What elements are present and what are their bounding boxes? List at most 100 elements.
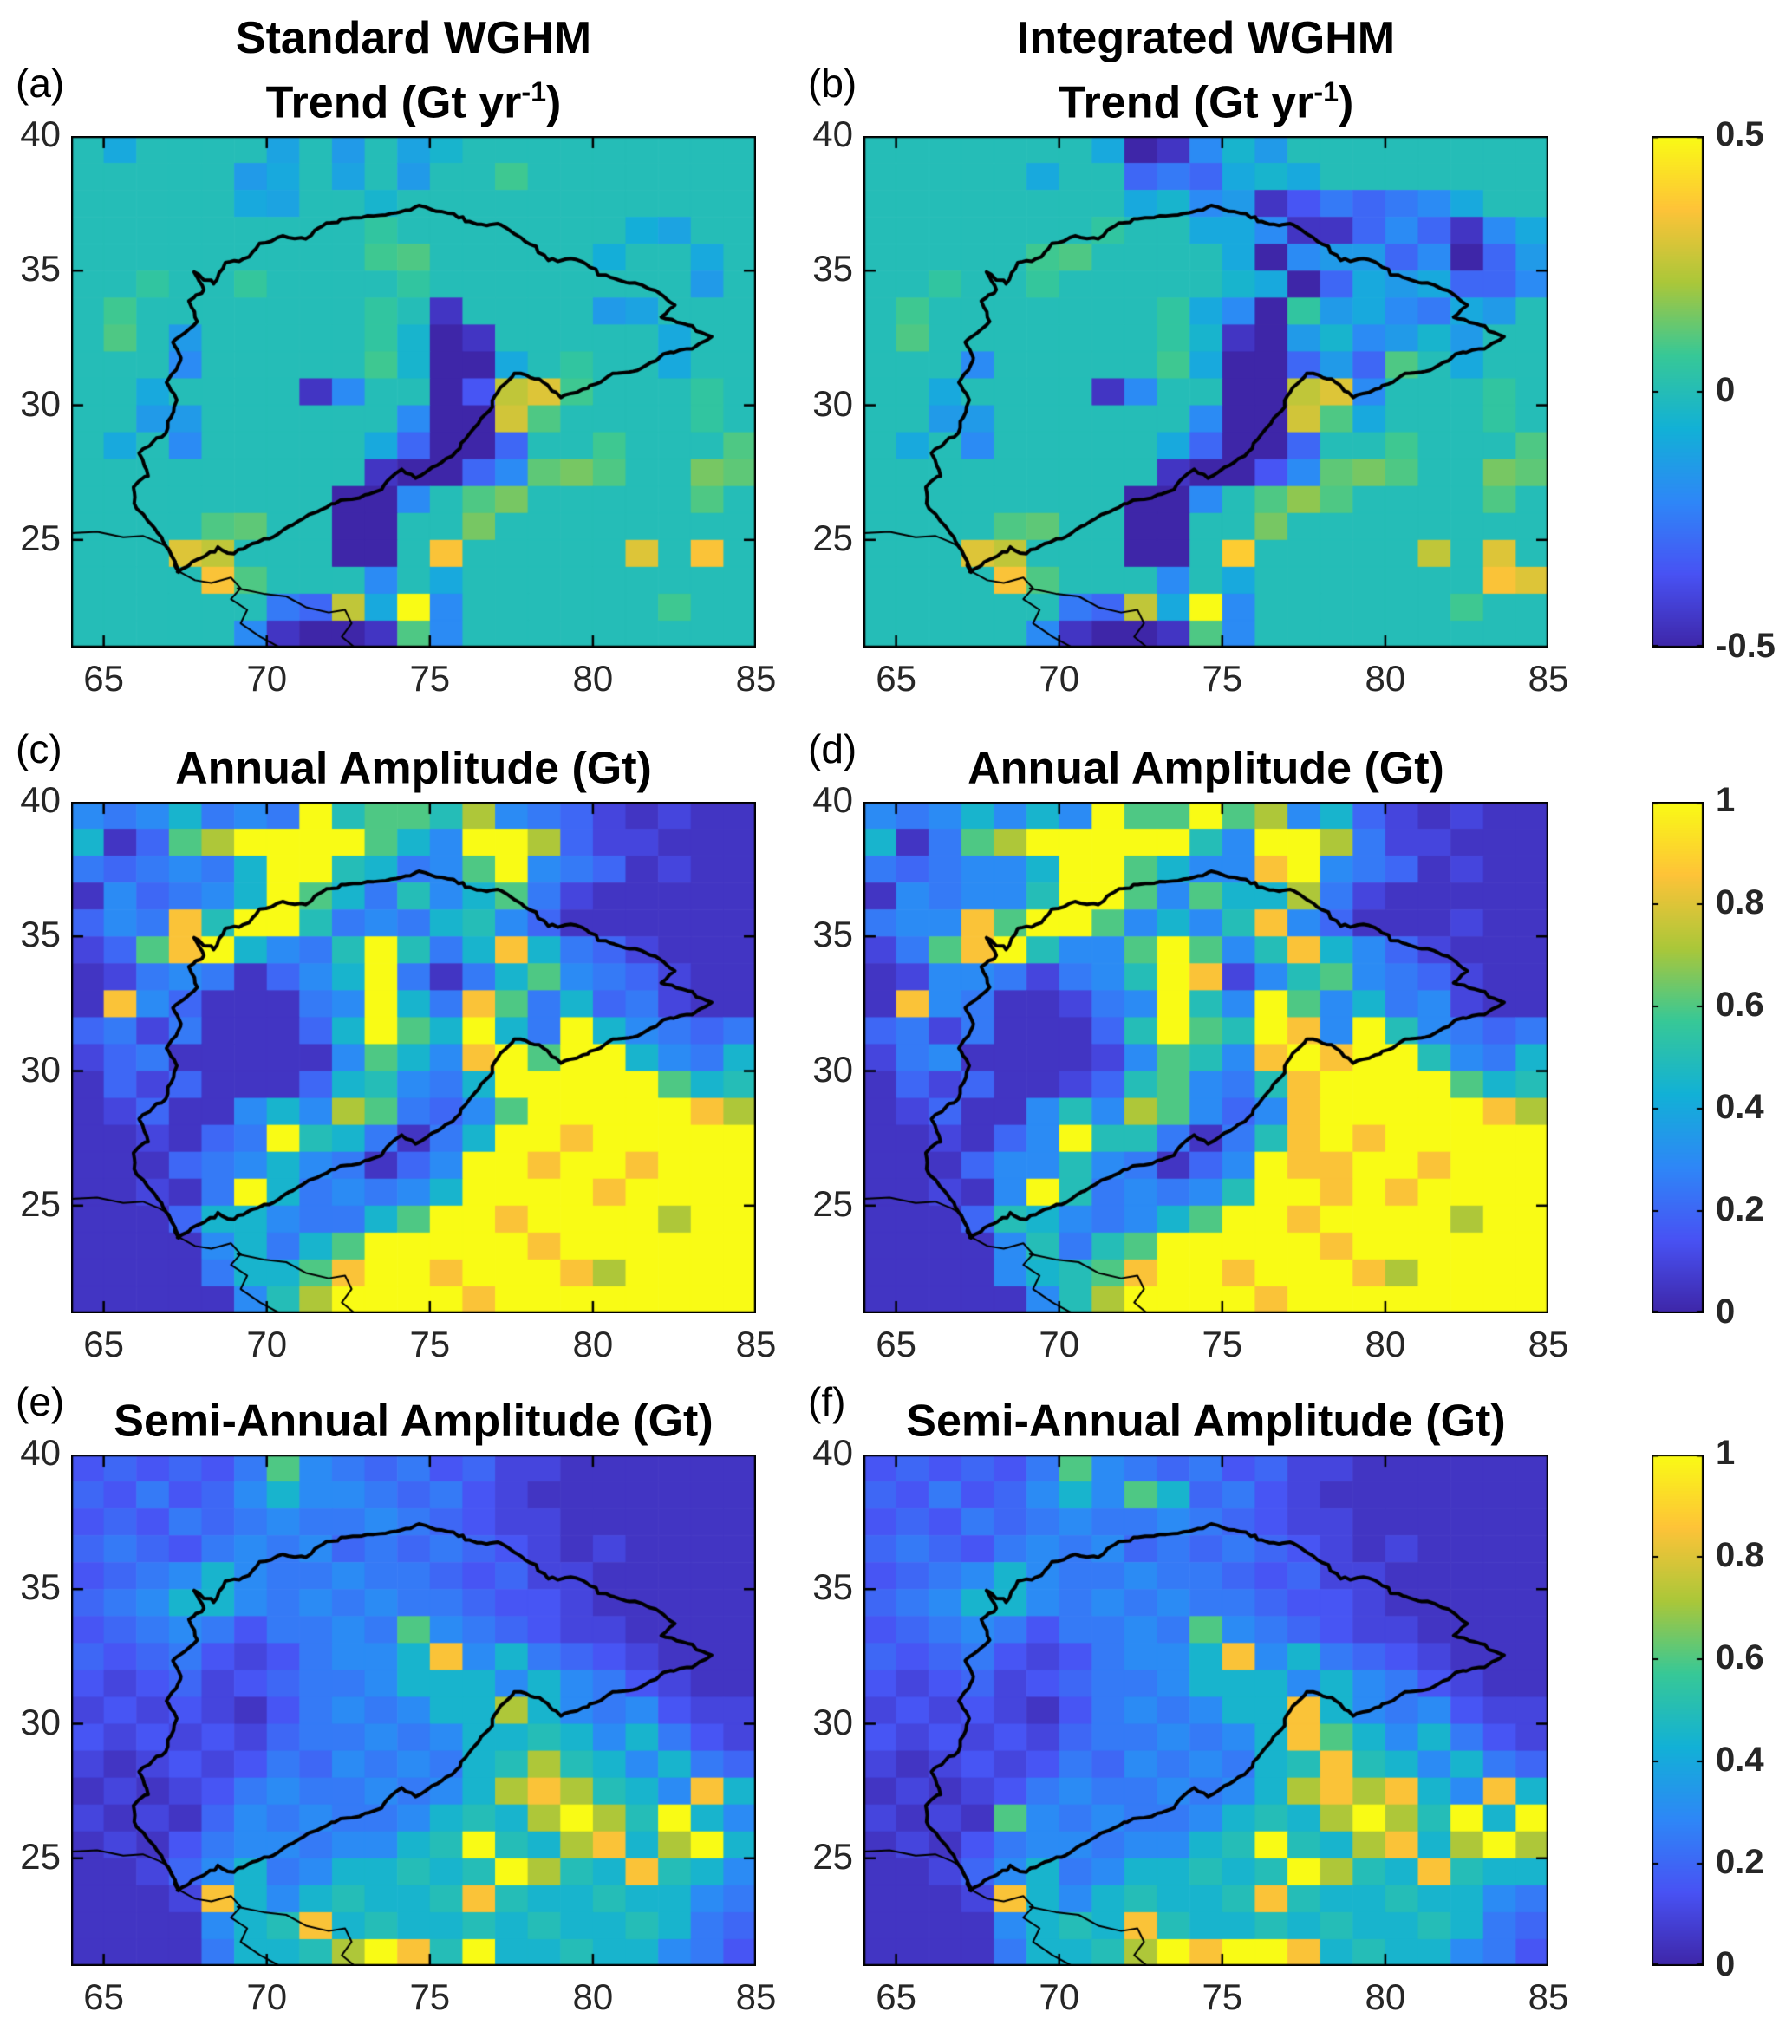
panel-letter-d: (d)	[808, 726, 857, 771]
x-tick-label: 75	[1202, 1324, 1243, 1364]
panel-c-title-model	[19, 677, 808, 731]
colorbar-tick-label: 0.8	[1716, 1536, 1764, 1574]
panel-title-b: Integrated WGHM Trend (Gt yr-1)	[811, 11, 1600, 129]
panel-title-c: Annual Amplitude (Gt)	[19, 677, 808, 795]
panel-c-title-variable: Annual Amplitude (Gt)	[175, 743, 652, 793]
panel-f-title-model	[811, 1330, 1600, 1383]
y-tick-label: 35	[812, 914, 853, 955]
x-tick-label: 80	[572, 658, 614, 699]
x-tick-label: 65	[876, 1324, 916, 1364]
map-canvas-c	[71, 802, 756, 1313]
colorbar-tick-label: -0.5	[1716, 627, 1776, 665]
x-tick-label: 85	[1528, 658, 1569, 699]
y-tick-label: 30	[812, 1048, 853, 1090]
y-tick-label: 25	[812, 1182, 853, 1224]
panel-title-a: Standard WGHM Trend (Gt yr-1)	[19, 11, 808, 129]
y-tick-label: 40	[812, 779, 853, 820]
y-tick-label: 25	[812, 517, 853, 558]
x-tick-label: 75	[1202, 658, 1243, 699]
panel-letter-b: (b)	[808, 61, 857, 106]
x-tick-label: 65	[83, 658, 124, 699]
y-tick-label: 25	[20, 1182, 61, 1224]
panel-c: (c) Annual Amplitude (Gt) 65 70 75 80 85 40 35…	[16, 726, 776, 1364]
x-tick-label: 80	[572, 1324, 614, 1364]
y-tick-label: 40	[20, 779, 61, 820]
colorbar-tick-label: 0.4	[1716, 1741, 1764, 1779]
x-tick-label: 75	[409, 1976, 451, 2017]
colorbar-tick-label: 0	[1716, 1945, 1736, 1983]
panel-title-e: Semi-Annual Amplitude (Gt)	[19, 1330, 808, 1448]
y-tick-label: 40	[812, 114, 853, 154]
y-tick-label: 35	[20, 1566, 61, 1608]
x-tick-label: 80	[572, 1976, 614, 2017]
x-tick-label: 80	[1365, 658, 1406, 699]
superscript: -1	[521, 75, 547, 107]
x-tick-label: 75	[1202, 1976, 1243, 2017]
panel-e-title-model	[19, 1330, 808, 1383]
y-tick-label: 25	[20, 1835, 61, 1877]
colorbar-canvas-trend	[1652, 136, 1704, 648]
colorbar-tick-label: 0.8	[1716, 883, 1764, 921]
x-tick-label: 65	[83, 1324, 124, 1364]
colorbar-annual-amplitude: 1 0.8 0.6 0.4 0.2 0	[1652, 781, 1764, 1331]
y-tick-label: 30	[20, 1701, 61, 1742]
x-tick-label: 85	[735, 658, 777, 699]
x-tick-label: 70	[1039, 1976, 1080, 2017]
x-tick-label: 70	[1039, 658, 1080, 699]
y-tick-label: 30	[812, 382, 853, 424]
colorbar-tick-label: 0	[1716, 1292, 1736, 1331]
panel-a: (a) Standard WGHM Trend (Gt yr-1) 65 70 75…	[16, 13, 776, 699]
y-tick-label: 40	[20, 1432, 61, 1473]
colorbar-tick-label: 1	[1716, 781, 1736, 819]
x-tick-label: 85	[735, 1324, 777, 1364]
x-tick-label: 70	[1039, 1324, 1080, 1364]
panel-a-title-variable: Trend (Gt yr-1)	[265, 75, 562, 127]
x-tick-label: 65	[876, 658, 916, 699]
x-tick-label: 70	[246, 1976, 288, 2017]
panel-f: (f) Semi-Annual Amplitude (Gt) 65 70 75 80 8…	[808, 1379, 1568, 2017]
panel-f-title-variable: Semi-Annual Amplitude (Gt)	[906, 1396, 1506, 1446]
x-tick-label: 80	[1365, 1324, 1406, 1364]
panel-a-title-model: Standard WGHM	[235, 12, 592, 63]
colorbar-tick-label: 0.6	[1716, 986, 1764, 1024]
y-tick-label: 35	[812, 248, 853, 290]
superscript: -1	[1313, 75, 1339, 107]
panel-b-title-model: Integrated WGHM	[1016, 12, 1396, 63]
colorbar-tick-label: 0.4	[1716, 1088, 1764, 1126]
panel-b: (b) Integrated WGHM Trend (Gt yr-1) 65 70…	[808, 13, 1568, 699]
colorbar-tick-label: 0.2	[1716, 1190, 1764, 1228]
y-tick-label: 30	[812, 1701, 853, 1742]
panel-letter-f: (f)	[808, 1379, 846, 1424]
panel-letter-c: (c)	[16, 726, 62, 771]
y-tick-label: 25	[20, 517, 61, 558]
panel-title-f: Semi-Annual Amplitude (Gt)	[811, 1330, 1600, 1448]
y-tick-label: 30	[20, 1048, 61, 1090]
x-tick-label: 70	[246, 1324, 288, 1364]
colorbar-canvas-amp2	[1652, 1455, 1704, 1966]
colorbar-tick-label: 0.5	[1716, 115, 1764, 153]
x-tick-label: 75	[409, 1324, 451, 1364]
panel-letter-a: (a)	[16, 61, 65, 106]
y-tick-label: 30	[20, 382, 61, 424]
colorbar-trend: 0.5 0 -0.5	[1652, 115, 1776, 665]
colorbar-tick-label: 0.6	[1716, 1638, 1764, 1676]
map-canvas-e	[71, 1455, 756, 1966]
x-tick-label: 85	[1528, 1324, 1569, 1364]
x-tick-label: 70	[246, 658, 288, 699]
panel-d: (d) Annual Amplitude (Gt) 65 70 75 80 85 40 35…	[808, 726, 1568, 1364]
colorbar-tick-label: 1	[1716, 1434, 1736, 1472]
panel-d-title-model	[811, 677, 1600, 731]
x-tick-label: 80	[1365, 1976, 1406, 2017]
colorbar-tick-label: 0	[1716, 371, 1736, 409]
x-tick-label: 65	[83, 1976, 124, 2017]
map-canvas-b	[863, 136, 1548, 648]
panel-letter-e: (e)	[16, 1379, 65, 1424]
y-tick-label: 35	[812, 1566, 853, 1608]
panel-b-title-variable: Trend (Gt yr-1)	[1058, 75, 1354, 127]
map-canvas-f	[863, 1455, 1548, 1966]
x-tick-label: 85	[1528, 1976, 1569, 2017]
panel-title-d: Annual Amplitude (Gt)	[811, 677, 1600, 795]
y-tick-label: 35	[20, 914, 61, 955]
y-tick-label: 25	[812, 1835, 853, 1877]
